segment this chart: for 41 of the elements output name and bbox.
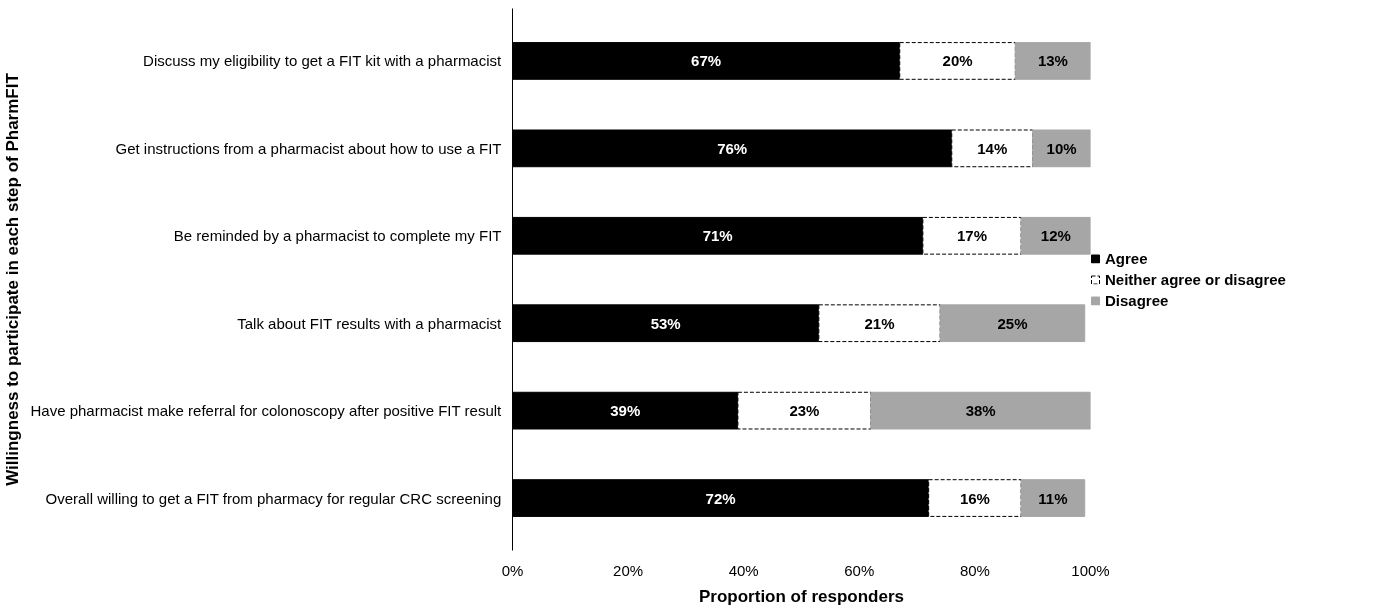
legend-label: Disagree [1105, 291, 1169, 309]
data-label: 14% [977, 139, 1008, 157]
legend-label: Agree [1105, 249, 1148, 267]
y-axis-title: Willingness to participate in each step of PharmFIT [3, 72, 23, 486]
bar [1020, 479, 1086, 517]
x-tick-label: 0% [501, 561, 524, 579]
y-tick-label: Overall willing to get a FIT from pharmacy for regular CRC screening [45, 489, 502, 507]
y-tick-label: Talk about FIT results with a pharmacist [237, 314, 503, 332]
bar [1020, 216, 1091, 255]
x-tick-label: 40% [728, 561, 759, 579]
x-tick-label: 80% [959, 561, 990, 579]
data-label: 67% [691, 52, 722, 70]
data-label: 11% [1038, 489, 1068, 507]
y-tick-label: Have pharmacist make referral for colonoscopy after positive FIT result [30, 402, 503, 420]
data-label: 25% [997, 314, 1028, 332]
x-axis-title: Proportion of responders [699, 586, 904, 606]
data-label: 71% [702, 227, 733, 245]
data-label: 20% [942, 52, 973, 70]
y-tick-label: Be reminded by a pharmacist to complete my FIT [173, 227, 502, 245]
y-tick-label: Discuss my eligibility to get a FIT kit with a pharmacist [143, 52, 503, 70]
data-label: 38% [965, 402, 996, 420]
data-label: 13% [1037, 52, 1068, 70]
data-label: 12% [1040, 227, 1071, 245]
legend-label: Neither agree or disagree [1105, 270, 1286, 288]
bar [870, 391, 1091, 430]
data-label: 72% [705, 489, 736, 507]
data-label: 76% [717, 139, 748, 157]
data-label: 21% [864, 314, 895, 332]
data-label: 53% [650, 314, 681, 332]
data-label: 10% [1046, 139, 1077, 157]
data-label: 17% [957, 227, 988, 245]
bar [1032, 129, 1091, 168]
data-label: 23% [789, 402, 820, 420]
x-tick-label: 20% [613, 561, 644, 579]
data-label: 16% [959, 489, 990, 507]
bar [1014, 42, 1091, 80]
data-label: 39% [610, 402, 641, 420]
y-tick-label: Get instructions from a pharmacist about how to use a FIT [115, 139, 502, 157]
bar [939, 304, 1086, 343]
x-tick-label: 60% [844, 561, 875, 579]
x-tick-label: 100% [1071, 561, 1110, 579]
